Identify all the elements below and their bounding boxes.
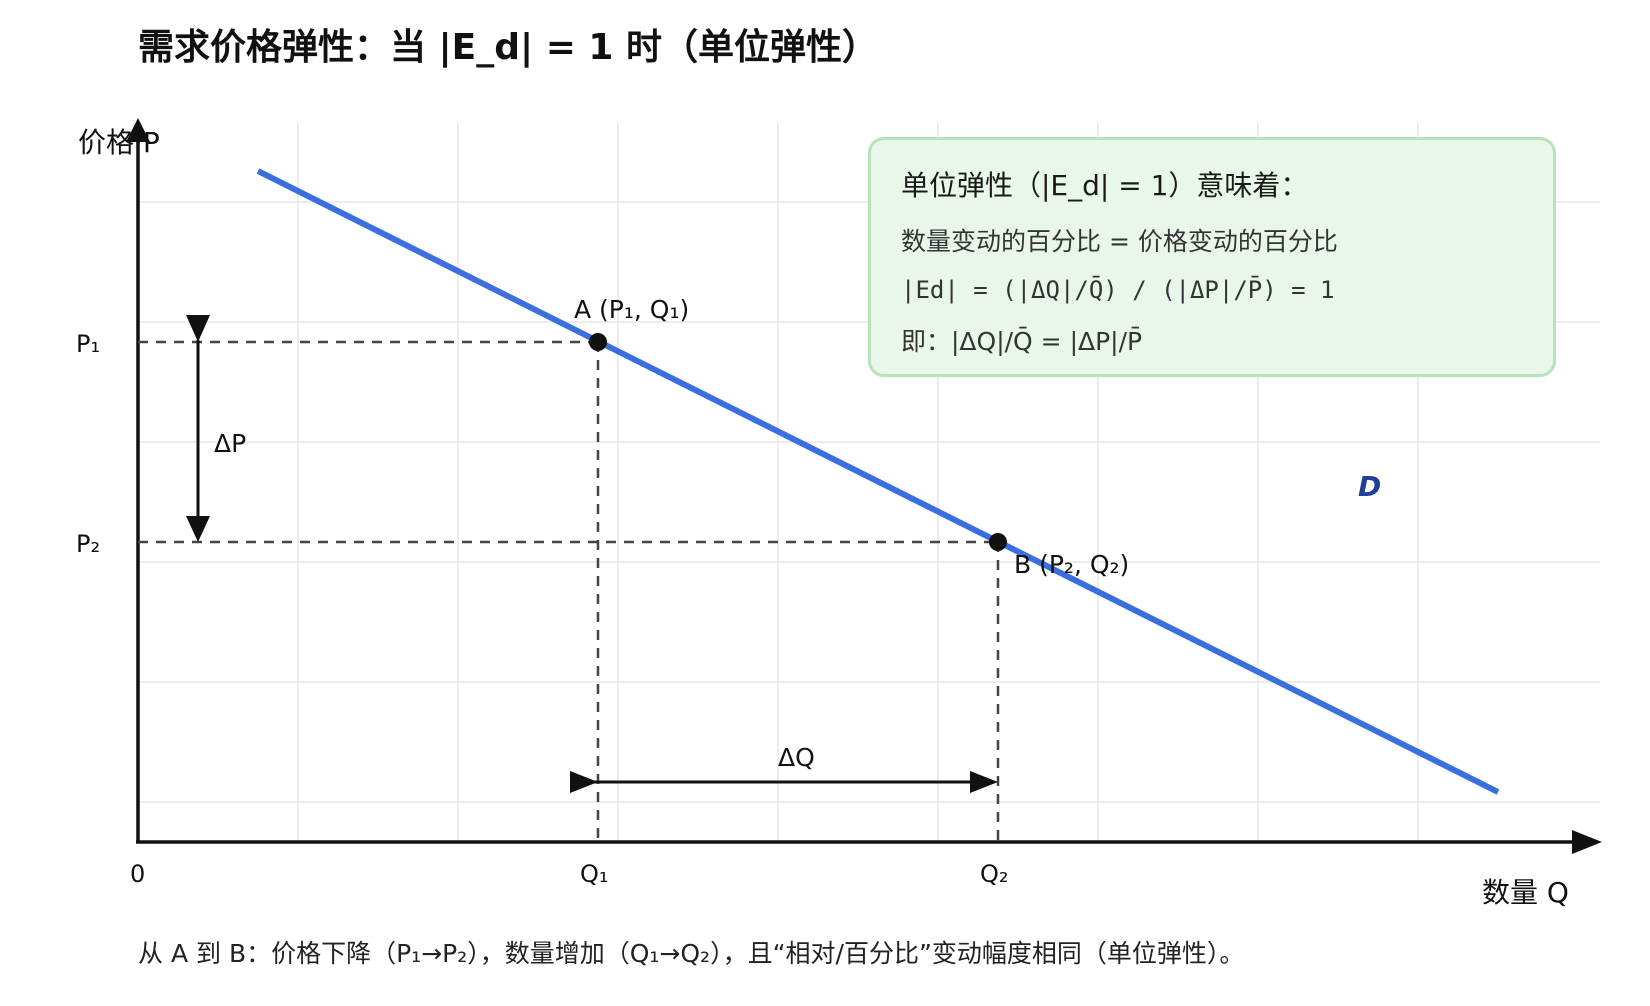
x-axis-arrowhead	[1572, 830, 1602, 854]
reference-lines	[138, 340, 1000, 842]
info-heading: 单位弹性（|E_d| = 1）意味着：	[901, 169, 1309, 202]
delta-p-arrow	[186, 315, 210, 542]
page-title: 需求价格弹性：当 |E_d| = 1 时（单位弹性）	[138, 27, 879, 68]
info-line-1: 数量变动的百分比 = 价格变动的百分比	[901, 227, 1338, 256]
y-axis-label: 价格 P	[78, 126, 160, 159]
x-axis-label: 数量 Q	[1482, 876, 1569, 909]
y-axis-arrowhead	[126, 118, 150, 142]
origin-label: 0	[130, 860, 145, 888]
point-a	[589, 333, 607, 351]
q2-tick-label: Q₂	[980, 860, 1009, 888]
delta-q-label: ΔQ	[778, 743, 815, 772]
p1-tick-label: P₁	[76, 330, 100, 358]
point-a-label: A (P₁, Q₁)	[574, 295, 689, 324]
q1-tick-label: Q₁	[580, 860, 609, 888]
p2-tick-label: P₂	[76, 530, 100, 558]
delta-q-arrow	[570, 771, 998, 793]
point-b-label: B (P₂, Q₂)	[1014, 550, 1129, 579]
caption: 从 A 到 B：价格下降（P₁→P₂），数量增加（Q₁→Q₂），且“相对/百分比…	[138, 939, 1245, 968]
point-b	[989, 533, 1007, 551]
demand-curve	[256, 168, 1500, 795]
delta-p-label: ΔP	[214, 429, 246, 458]
demand-curve-label: D	[1358, 470, 1381, 503]
info-box: 单位弹性（|E_d| = 1）意味着： 数量变动的百分比 = 价格变动的百分比 …	[868, 137, 1556, 377]
info-line-2: |Ed| = (|ΔQ|/Q̄) / (|ΔP|/P̄) = 1	[901, 276, 1335, 304]
info-line-3: 即：|ΔQ|/Q̄ = |ΔP|/P̄	[901, 327, 1143, 356]
